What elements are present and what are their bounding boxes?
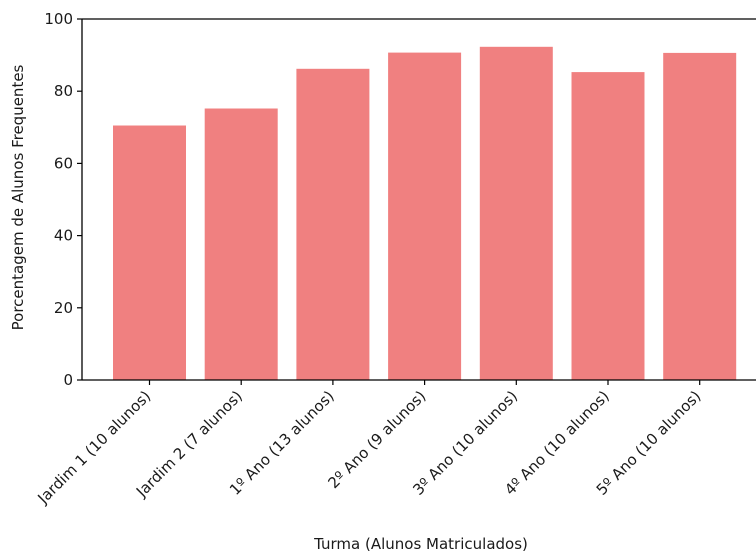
bars-layer — [113, 46, 737, 381]
bar-2 — [204, 108, 278, 380]
y-axis-label: Porcentagem de Alunos Frequentes — [9, 64, 27, 330]
bar-4 — [388, 52, 462, 380]
x-axis-label: Turma (Alunos Matriculados) — [313, 535, 528, 553]
x-tick-label: 5º Ano (10 alunos) — [593, 387, 705, 499]
x-tick-label: 1º Ano (13 alunos) — [226, 387, 338, 499]
y-tick-label: 40 — [54, 227, 73, 245]
bar-7 — [663, 52, 737, 381]
y-tick-label: 100 — [44, 10, 73, 28]
y-axis-ticks: 0 20 40 60 80 100 — [44, 10, 82, 389]
y-tick-label: 0 — [63, 371, 73, 389]
y-tick-label: 60 — [54, 154, 73, 172]
bar-5 — [479, 46, 553, 381]
x-axis-ticks: Jardim 1 (10 alunos)Jardim 2 (7 alunos)1… — [34, 380, 705, 508]
axes-frame — [81, 18, 756, 381]
bar-6 — [571, 72, 645, 380]
y-tick-label: 80 — [54, 82, 73, 100]
x-tick-label: 2º Ano (9 alunos) — [324, 387, 429, 492]
bar-3 — [296, 68, 370, 381]
y-tick-label: 20 — [54, 299, 73, 317]
bar-1 — [113, 125, 186, 380]
